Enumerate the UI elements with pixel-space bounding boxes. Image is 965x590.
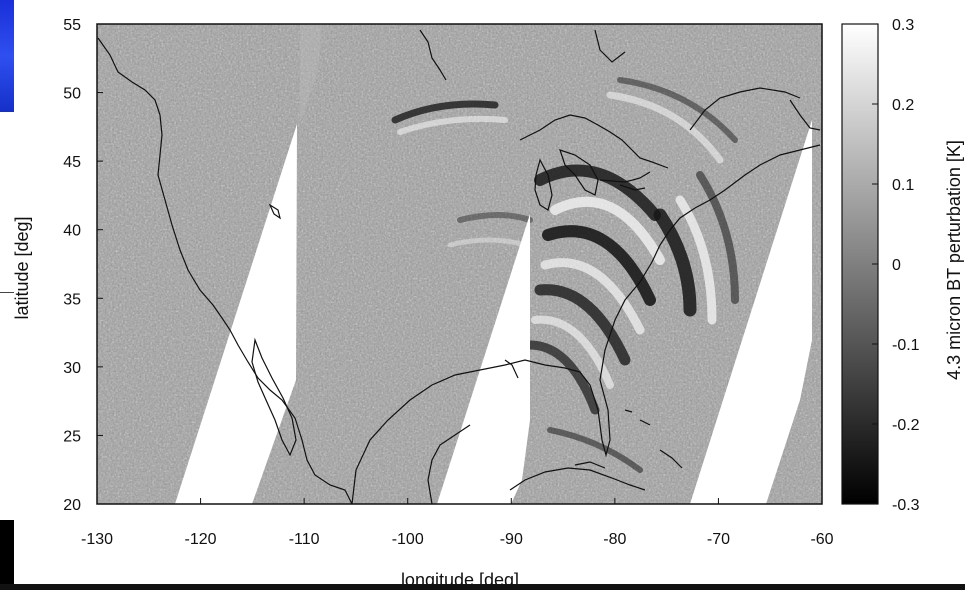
x-tick-label: -70 [707,531,730,548]
swath-gap-3 [690,120,812,504]
y-tick-label: 50 [63,86,81,103]
x-tick-label: -60 [810,531,833,548]
y-tick-label: 20 [63,497,81,514]
x-tick-label: -90 [500,531,523,548]
wave-pattern [391,77,739,473]
left-edge-blue-fragment [0,0,14,112]
left-edge-line-fragment [0,292,14,293]
colorbar-label: 4.3 micron BT perturbation [K] [944,140,964,380]
swath-gap-1 [175,124,297,504]
plot-frame [96,23,823,505]
coastlines [97,29,821,504]
y-axis-label: latitude [deg] [12,216,32,319]
x-tick-label: -110 [289,531,320,548]
y-tick-label: 55 [63,17,81,34]
y-tick-label: 40 [63,223,81,240]
x-axis-ticks: -130 -120 -110 -100 -90 -80 -70 -60 [81,498,834,548]
x-tick-label: -130 [81,531,113,548]
colorbar-tick-label: -0.1 [892,337,920,354]
heatmap-field [97,24,822,504]
swath-gap-top-left [300,24,322,124]
y-tick-label: 45 [63,154,81,171]
colorbar-tick-label: 0.1 [892,177,914,194]
x-tick-label: -120 [185,531,217,548]
bottom-edge-bar [0,584,965,590]
y-tick-label: 35 [63,291,81,308]
x-tick-label: -80 [603,531,626,548]
colorbar-tick-label: 0 [892,257,901,274]
colorbar-tick-label: 0.2 [892,97,914,114]
left-edge-strip [0,0,14,590]
y-axis-ticks: 20 25 30 35 40 45 50 55 [63,17,103,514]
colorbar-tick-label: 0.3 [892,17,914,34]
colorbar-tick-label: -0.3 [892,497,920,514]
y-tick-label: 25 [63,428,81,445]
colorbar-ticks: 0.3 0.2 0.1 0 -0.1 -0.2 -0.3 [872,17,920,514]
colorbar-tick-label: -0.2 [892,417,920,434]
y-tick-label: 30 [63,360,81,377]
left-edge-black-fragment [0,520,14,590]
x-tick-label: -100 [392,531,424,548]
